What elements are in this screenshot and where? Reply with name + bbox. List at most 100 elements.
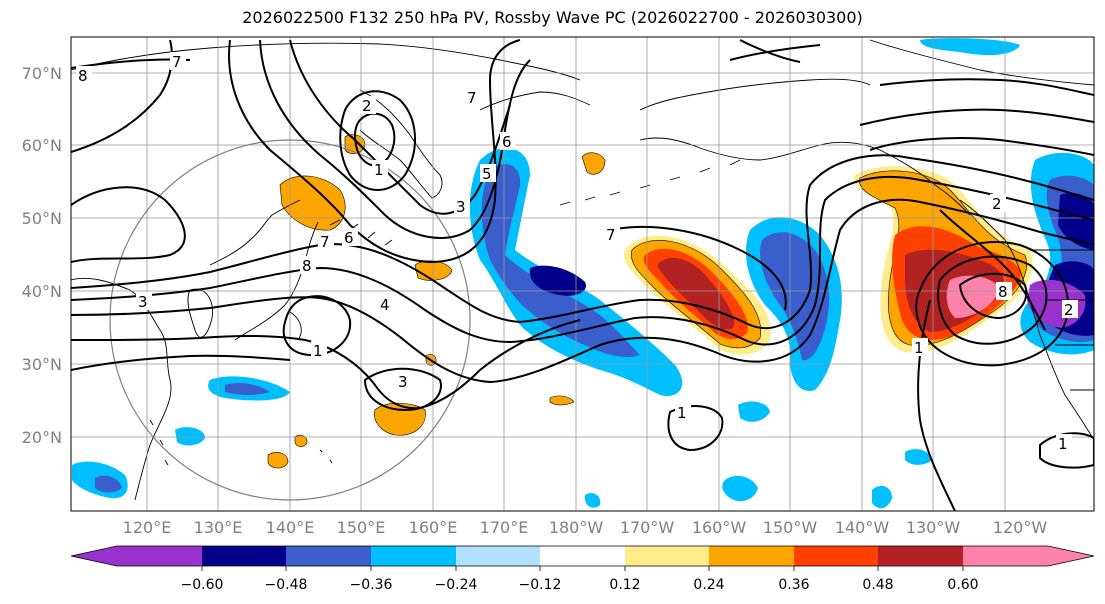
contour-label: 7 (606, 226, 616, 244)
pv-contour (958, 272, 1028, 320)
contour-labels: 8 7 7 2 1 6 7 8 5 3 6 4 3 1 (76, 52, 1078, 453)
colorbar-extend-high (1048, 546, 1094, 566)
colorbar-swatch (625, 546, 709, 566)
contour-label: 6 (502, 133, 512, 151)
positive-anomaly-japan (279, 175, 346, 231)
colorbar-tick-label: −0.24 (435, 577, 478, 593)
latitude-label: 60°N (22, 136, 62, 155)
negative-anomaly-west-pacific (469, 148, 683, 396)
canada-coastline (869, 39, 1094, 441)
positive-anomaly-small (294, 434, 308, 447)
asia-coastline (71, 277, 172, 501)
longitude-label: 130°E (194, 518, 243, 537)
colorbar-tick-label: −0.60 (181, 577, 224, 593)
colorbar-swatch (540, 546, 625, 566)
longitude-label: 140°E (266, 518, 315, 537)
pv-contour (71, 186, 186, 263)
contour-label: 1 (1058, 435, 1068, 453)
pacific-islands (149, 419, 333, 466)
longitude-label: 150°E (337, 518, 386, 537)
colorbar-tick-label: 0.48 (862, 577, 893, 593)
colorbar-tick-label: 0.24 (693, 577, 724, 593)
positive-anomaly-small (549, 395, 575, 406)
colorbar-swatch (202, 546, 286, 566)
contour-label: 1 (914, 339, 924, 357)
contour-label: 2 (992, 195, 1002, 213)
longitude-label: 130°W (906, 518, 961, 537)
contour-label: 1 (374, 161, 384, 179)
contour-label: 7 (467, 89, 477, 107)
map-border (70, 36, 1095, 512)
pv-contour (71, 154, 1094, 330)
pv-contour (869, 137, 1094, 156)
contour-label: 5 (482, 165, 492, 183)
colorbar-swatch (878, 546, 963, 566)
pv-contours (71, 39, 1094, 511)
pv-contour (71, 319, 581, 410)
longitude-label: 120°W (993, 518, 1048, 537)
colorbar-extend-low (71, 546, 117, 566)
colorbar-tick-label: −0.36 (350, 577, 393, 593)
pv-contour (71, 198, 1094, 384)
kamchatka-coastline (359, 89, 443, 199)
colorbar-tick-label: 0.60 (947, 577, 978, 593)
longitude-label: 150°W (763, 518, 818, 537)
colorbar-tick-label: 0.36 (778, 577, 809, 593)
longitude-label: 160°W (692, 518, 747, 537)
contour-label: 8 (302, 257, 312, 275)
latitude-label: 70°N (22, 64, 62, 83)
colorbar-outline (70, 545, 1095, 567)
pv-contour (939, 209, 1046, 331)
colorbar-swatch (117, 546, 202, 566)
colorbar-swatch (371, 546, 456, 566)
longitude-label: 180°W (549, 518, 604, 537)
contour-label: 6 (344, 229, 354, 247)
pv-contour (228, 39, 521, 264)
longitude-label: 170°W (620, 518, 675, 537)
colorbar-swatch (456, 546, 540, 566)
manchuria-coastline (209, 199, 301, 266)
pv-contour (729, 39, 821, 63)
pv-contour (917, 299, 956, 511)
contour-label: 1 (313, 342, 323, 360)
contour-label: 1 (677, 404, 687, 422)
colorbar-swatch (709, 546, 794, 566)
longitude-label: 160°E (409, 518, 458, 537)
contour-label: 2 (1064, 301, 1074, 319)
pv-contour (915, 241, 1070, 367)
pv-contour (879, 78, 1094, 96)
longitude-label: 140°W (835, 518, 890, 537)
colorbar: −0.60 −0.48 −0.36 −0.24 −0.12 0.12 0.24 … (70, 545, 1095, 593)
pv-contour (667, 405, 724, 452)
contour-label: 2 (362, 97, 372, 115)
siberia-coastline (71, 42, 581, 81)
colorbar-swatch (286, 546, 371, 566)
colorbar-swatch (963, 546, 1048, 566)
japan-coastline (234, 221, 319, 341)
longitude-label: 120°E (123, 518, 172, 537)
contour-label: 8 (998, 283, 1008, 301)
latitude-label: 40°N (22, 282, 62, 301)
pv-contour (363, 367, 442, 412)
positive-anomaly-small (374, 402, 426, 436)
page-title: 2026022500 F132 250 hPa PV, Rossby Wave … (242, 8, 863, 27)
colorbar-tick-label: 0.12 (609, 577, 640, 593)
pv-contour (339, 90, 416, 191)
latitude-label: 50°N (22, 209, 62, 228)
pv-contour (937, 255, 1048, 345)
positive-anomaly-small (581, 152, 606, 175)
pv-contour (71, 354, 291, 371)
colorbar-tick-label: −0.48 (265, 577, 308, 593)
longitude-label: 170°E (480, 518, 529, 537)
contour-label: 3 (138, 293, 148, 311)
aleutian-islands (559, 159, 741, 206)
contour-label: 7 (172, 53, 182, 71)
pv-contour (259, 39, 531, 239)
pv-contour (609, 225, 787, 311)
latitude-label: 30°N (22, 355, 62, 374)
contour-label: 3 (398, 373, 408, 391)
chukotka-coastline (479, 91, 591, 111)
longitude-axis: 120°E 130°E 140°E 150°E 160°E 170°E 180°… (123, 518, 1048, 537)
pv-contour (859, 108, 1094, 126)
